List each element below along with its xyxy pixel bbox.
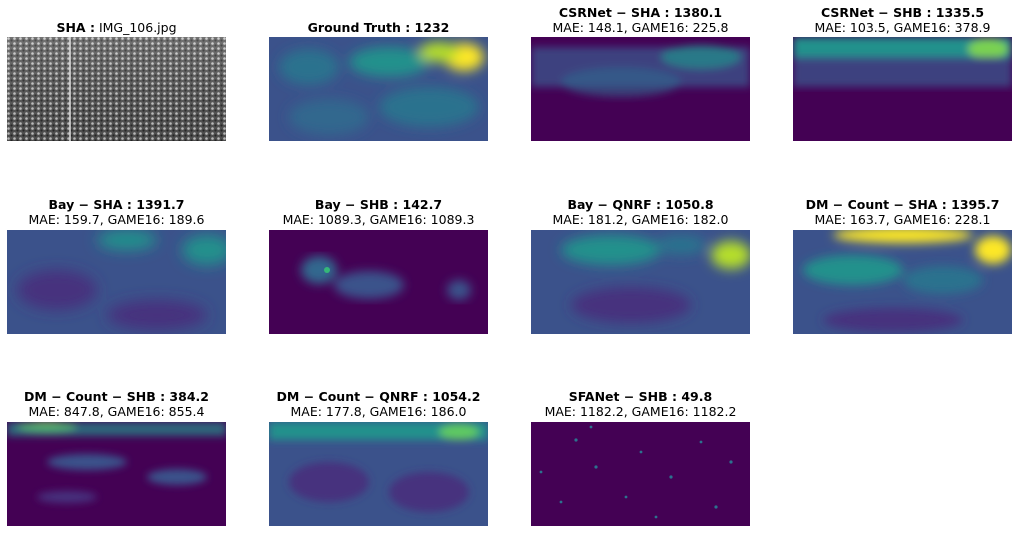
panel-caption: CSRNet − SHA : 1380.1 MAE: 148.1, GAME16… xyxy=(531,5,750,35)
density-map xyxy=(793,230,1012,334)
density-map xyxy=(269,422,488,526)
density-map xyxy=(793,37,1012,141)
panel-metrics: MAE: 181.2, GAME16: 182.0 xyxy=(552,212,729,227)
density-map xyxy=(531,422,750,526)
panel-dm-count-sha: DM − Count − SHA : 1395.7 MAE: 163.7, GA… xyxy=(793,197,1012,334)
crowd-photo-image xyxy=(7,37,226,141)
panel-title: Ground Truth : 1232 xyxy=(307,20,450,35)
panel-caption: SHA : IMG_106.jpg xyxy=(7,20,226,35)
crowd-photo xyxy=(7,37,226,141)
panel-title: Bay − SHB : 142.7 xyxy=(314,197,443,212)
density-map xyxy=(269,230,488,334)
panel-dm-count-qnrf: DM − Count − QNRF : 1054.2 MAE: 177.8, G… xyxy=(269,389,488,526)
density-map xyxy=(531,37,750,141)
panel-metrics: MAE: 1182.2, GAME16: 1182.2 xyxy=(544,404,737,419)
panel-title: SHA : xyxy=(56,20,95,35)
panel-bay-shb: Bay − SHB : 142.7 MAE: 1089.3, GAME16: 1… xyxy=(269,197,488,334)
panel-metrics: MAE: 177.8, GAME16: 186.0 xyxy=(290,404,467,419)
density-map xyxy=(7,230,226,334)
panel-caption: SFANet − SHB : 49.8 MAE: 1182.2, GAME16:… xyxy=(531,389,750,419)
panel-metrics: MAE: 159.7, GAME16: 189.6 xyxy=(28,212,205,227)
panel-metrics: MAE: 1089.3, GAME16: 1089.3 xyxy=(282,212,475,227)
panel-caption: Bay − SHA : 1391.7 MAE: 159.7, GAME16: 1… xyxy=(7,197,226,227)
panel-filename: IMG_106.jpg xyxy=(94,20,177,35)
density-map xyxy=(531,230,750,334)
panel-bay-qnrf: Bay − QNRF : 1050.8 MAE: 181.2, GAME16: … xyxy=(531,197,750,334)
panel-metrics: MAE: 148.1, GAME16: 225.8 xyxy=(552,20,729,35)
panel-caption: Bay − QNRF : 1050.8 MAE: 181.2, GAME16: … xyxy=(531,197,750,227)
panel-caption: Ground Truth : 1232 xyxy=(269,20,488,35)
density-map xyxy=(7,422,226,526)
panel-caption: DM − Count − SHB : 384.2 MAE: 847.8, GAM… xyxy=(7,389,226,419)
panel-title: DM − Count − SHB : 384.2 xyxy=(24,389,209,404)
density-map xyxy=(269,37,488,141)
panel-caption: DM − Count − QNRF : 1054.2 MAE: 177.8, G… xyxy=(269,389,488,419)
panel-metrics: MAE: 163.7, GAME16: 228.1 xyxy=(814,212,991,227)
panel-title: Bay − SHA : 1391.7 xyxy=(48,197,185,212)
panel-caption: CSRNet − SHB : 1335.5 MAE: 103.5, GAME16… xyxy=(793,5,1012,35)
panel-dm-count-shb: DM − Count − SHB : 384.2 MAE: 847.8, GAM… xyxy=(7,389,226,526)
panel-input-image: SHA : IMG_106.jpg xyxy=(7,20,226,141)
panel-title: Bay − QNRF : 1050.8 xyxy=(567,197,714,212)
panel-title: DM − Count − SHA : 1395.7 xyxy=(805,197,1000,212)
panel-sfanet-shb: SFANet − SHB : 49.8 MAE: 1182.2, GAME16:… xyxy=(531,389,750,526)
panel-csrnet-sha: CSRNet − SHA : 1380.1 MAE: 148.1, GAME16… xyxy=(531,5,750,141)
panel-title: SFANet − SHB : 49.8 xyxy=(568,389,713,404)
panel-ground-truth: Ground Truth : 1232 xyxy=(269,20,488,141)
panel-caption: DM − Count − SHA : 1395.7 MAE: 163.7, GA… xyxy=(793,197,1012,227)
panel-title: CSRNet − SHB : 1335.5 xyxy=(820,5,985,20)
panel-metrics: MAE: 847.8, GAME16: 855.4 xyxy=(28,404,205,419)
panel-title: CSRNet − SHA : 1380.1 xyxy=(558,5,723,20)
panel-title: DM − Count − QNRF : 1054.2 xyxy=(276,389,481,404)
panel-metrics: MAE: 103.5, GAME16: 378.9 xyxy=(814,20,991,35)
panel-csrnet-shb: CSRNet − SHB : 1335.5 MAE: 103.5, GAME16… xyxy=(793,5,1012,141)
panel-bay-sha: Bay − SHA : 1391.7 MAE: 159.7, GAME16: 1… xyxy=(7,197,226,334)
panel-caption: Bay − SHB : 142.7 MAE: 1089.3, GAME16: 1… xyxy=(269,197,488,227)
